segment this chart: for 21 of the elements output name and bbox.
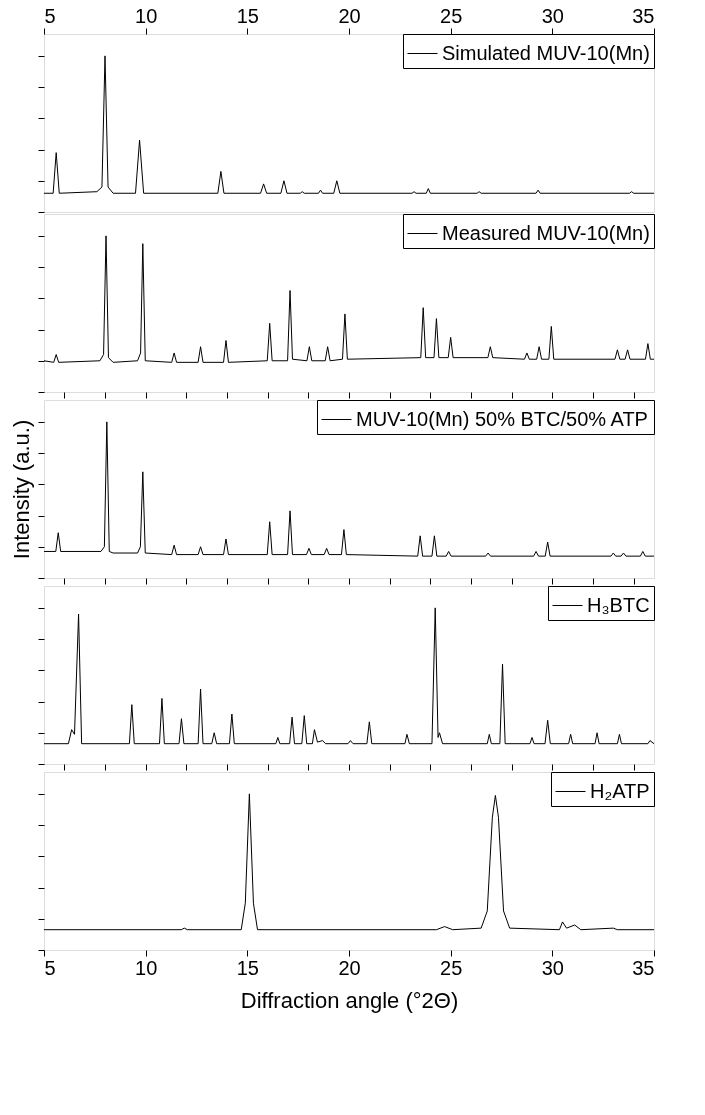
legend-label: H₃BTC [587, 593, 650, 616]
legend-label: MUV-10(Mn) 50% BTC/50% ATP [356, 407, 648, 430]
x-tick-label: 10 [135, 4, 158, 27]
x-tick-label: 15 [236, 4, 259, 27]
legend-label: H₂ATP [590, 779, 650, 802]
x-tick-label: 25 [440, 956, 463, 979]
x-tick-label: 5 [44, 956, 56, 979]
x-tick-label: 35 [632, 956, 655, 979]
x-tick-label: 10 [135, 956, 158, 979]
y-axis-title: Intensity (a.u.) [9, 419, 34, 560]
legend-label: Simulated MUV-10(Mn) [442, 41, 650, 64]
x-tick-label: 5 [44, 4, 56, 27]
x-tick-label: 20 [338, 956, 361, 979]
x-axis-title: Diffraction angle (°2Θ) [240, 987, 459, 1013]
x-tick-label: 15 [236, 956, 259, 979]
x-tick-label: 30 [541, 4, 564, 27]
x-tick-label: 25 [440, 4, 463, 27]
x-tick-label: 30 [541, 956, 564, 979]
x-tick-label: 20 [338, 4, 361, 27]
legend-label: Measured MUV-10(Mn) [442, 221, 650, 244]
x-tick-label: 35 [632, 4, 655, 27]
